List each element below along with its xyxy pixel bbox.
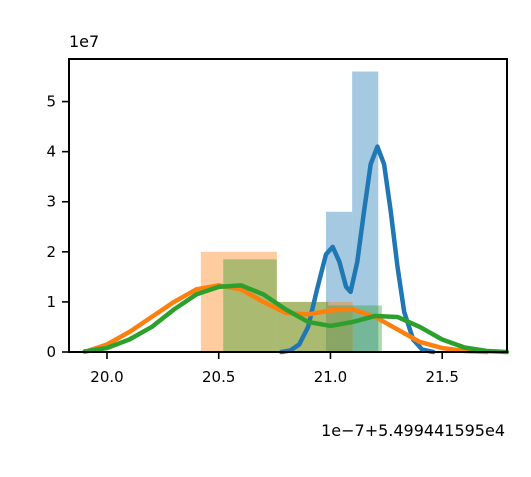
y-tick-label: 4 [46, 143, 56, 161]
histogram-bar-series-0-0 [325, 211, 353, 352]
y-tick-label: 5 [46, 93, 56, 111]
density-line-series-2 [82, 283, 510, 355]
y-axis-ticks: 0 1 2 3 4 5 [46, 93, 69, 361]
histogram-bar-series-2-2 [328, 305, 382, 352]
x-axis-ticks: 20.0 20.5 21.0 21.5 [90, 352, 459, 386]
y-axis-multiplier-label: 1e7 [69, 32, 99, 51]
x-tick-label: 20.0 [90, 368, 123, 386]
plot-frame [68, 58, 508, 353]
density-line-series-1 [86, 283, 490, 355]
x-tick-label: 20.5 [202, 368, 235, 386]
x-axis-offset-label: 1e−7+5.499441595e4 [321, 421, 505, 440]
x-tick-label: 21.5 [425, 368, 458, 386]
y-tick-label: 0 [46, 343, 56, 361]
y-tick-label: 1 [46, 293, 56, 311]
density-lines [82, 144, 510, 355]
x-tick-label: 21.0 [314, 368, 347, 386]
y-tick-label: 2 [46, 243, 56, 261]
y-tick-label: 3 [46, 193, 56, 211]
